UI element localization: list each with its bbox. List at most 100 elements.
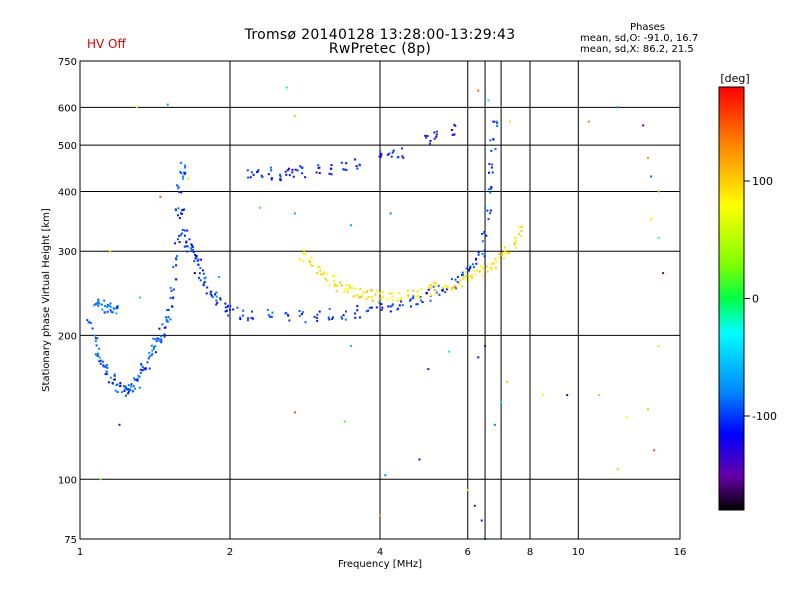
echo-point	[268, 315, 271, 318]
echo-point	[354, 287, 357, 290]
echo-point	[252, 173, 255, 176]
echo-point	[347, 288, 349, 291]
echo-point	[214, 293, 217, 296]
echo-point	[421, 301, 424, 304]
echo-point	[89, 322, 92, 324]
axis-ticks: 1 2 4 6 8 10 16 75 100 200 300 400 500 600 750	[58, 57, 686, 558]
echo-point	[433, 131, 436, 134]
echo-point	[435, 133, 438, 136]
echo-point	[106, 310, 109, 313]
echo-point	[365, 298, 368, 300]
chart-title: Tromsø 20140128 13:28:00-13:29:43	[244, 27, 516, 43]
noise-point	[200, 258, 203, 261]
echo-point	[485, 234, 488, 237]
noise-point	[650, 218, 653, 221]
echo-point	[415, 295, 418, 298]
echo-point	[160, 335, 163, 338]
echo-point	[136, 379, 139, 382]
echo-point	[300, 166, 303, 169]
echo-point	[401, 155, 404, 158]
echo-point	[382, 291, 385, 293]
echo-point	[474, 273, 476, 276]
echo-point	[355, 293, 358, 296]
echo-point	[329, 167, 332, 170]
echo-point	[489, 188, 492, 191]
phases-title: Phases	[629, 22, 666, 33]
echo-point	[390, 292, 393, 295]
echo-point	[472, 263, 474, 266]
echo-point	[177, 187, 180, 190]
noise-point	[647, 408, 649, 411]
echo-point	[148, 355, 151, 358]
chart-subtitle: RwPretec (8p)	[328, 41, 432, 57]
echo-point	[365, 291, 368, 294]
echo-point	[409, 298, 412, 301]
echo-point	[125, 386, 127, 389]
echo-point	[300, 313, 303, 316]
echo-point	[386, 298, 389, 301]
echo-point	[513, 243, 516, 246]
echo-point	[121, 391, 123, 394]
echo-point	[227, 314, 230, 317]
echo-point	[291, 168, 294, 171]
echo-point	[332, 316, 334, 319]
echo-point	[434, 292, 437, 295]
echo-point	[106, 373, 109, 376]
echo-point	[270, 169, 273, 172]
echo-point	[461, 285, 464, 288]
echo-point	[359, 316, 361, 319]
echo-point	[391, 304, 394, 307]
echo-point	[390, 155, 393, 158]
echo-point	[356, 309, 359, 312]
echo-point	[279, 173, 281, 176]
echo-point	[367, 296, 370, 299]
echo-point	[179, 161, 182, 164]
echo-point	[389, 310, 392, 313]
echo-point	[103, 311, 106, 314]
noise-point	[500, 401, 503, 404]
noise-point	[487, 99, 490, 102]
echo-point	[232, 308, 235, 311]
echo-point	[298, 258, 301, 261]
echo-point	[164, 326, 167, 329]
echo-point	[269, 166, 272, 169]
echo-point	[438, 293, 441, 296]
echo-point	[138, 375, 141, 378]
echo-point	[358, 163, 361, 166]
echo-point	[224, 302, 227, 305]
grid-lines	[80, 61, 681, 539]
noise-point	[293, 115, 296, 118]
echo-point	[333, 283, 336, 286]
echo-point	[184, 164, 187, 167]
echo-point	[151, 352, 154, 355]
echo-point	[247, 317, 250, 320]
echo-point	[322, 273, 325, 276]
echo-point	[415, 303, 418, 306]
echo-point	[356, 167, 359, 170]
echo-point	[429, 299, 432, 302]
echo-point	[486, 209, 489, 212]
echo-point	[172, 288, 175, 291]
echo-point	[186, 245, 189, 248]
echo-point	[353, 295, 355, 298]
echo-point	[140, 362, 143, 365]
echo-point	[109, 309, 112, 312]
echo-point	[136, 378, 139, 381]
echo-point	[186, 250, 189, 253]
echo-point	[416, 290, 419, 293]
echo-point	[382, 295, 384, 298]
echo-point	[169, 296, 172, 299]
noise-point	[389, 212, 392, 215]
echo-point	[502, 257, 505, 260]
noise-point	[587, 120, 590, 123]
echo-point	[102, 364, 105, 367]
echo-point	[340, 316, 343, 319]
echo-point	[473, 266, 475, 269]
echo-point	[129, 388, 132, 391]
echo-point	[370, 288, 373, 291]
echo-point	[270, 177, 273, 180]
echo-point	[182, 171, 185, 174]
echo-point	[266, 308, 269, 311]
echo-point	[485, 265, 488, 268]
